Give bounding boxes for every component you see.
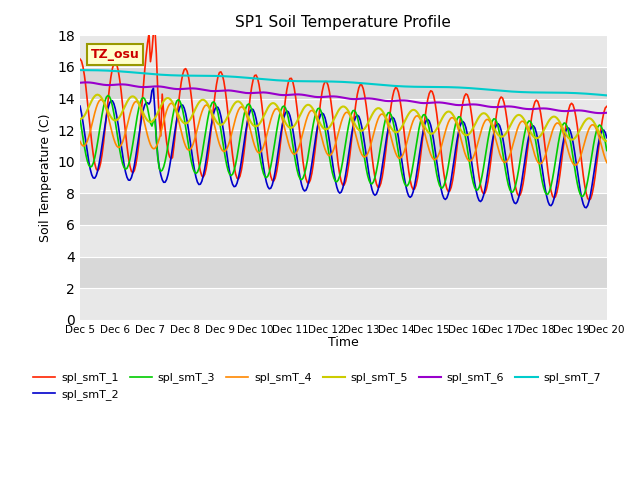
spl_smT_7 (603, 93, 611, 98)
spl_smT_4 (76, 139, 84, 144)
spl_smT_1 (141, 69, 148, 74)
Line: spl_smT_7: spl_smT_7 (80, 70, 607, 96)
spl_smT_5 (308, 104, 316, 110)
Bar (80, 288, 607, 320)
spl_smT_2 (575, 179, 582, 184)
spl_smT_4 (577, 154, 584, 160)
spl_smT_6 (261, 90, 269, 96)
spl_smT_2 (603, 135, 611, 141)
spl_smT_7 (251, 75, 259, 81)
spl_smT_6 (603, 110, 611, 116)
spl_smT_1 (235, 176, 243, 182)
spl_smT_4 (261, 139, 269, 145)
spl_smT_1 (603, 104, 611, 109)
spl_smT_1 (575, 136, 582, 142)
spl_smT_4 (252, 147, 260, 153)
spl_smT_7 (233, 74, 241, 80)
Bar (80, 130, 607, 162)
spl_smT_2 (261, 172, 269, 178)
spl_smT_2 (76, 103, 84, 109)
spl_smT_4 (308, 108, 316, 113)
Text: TZ_osu: TZ_osu (91, 48, 140, 61)
spl_smT_5 (94, 92, 102, 97)
spl_smT_4 (603, 160, 611, 166)
spl_smT_6 (252, 90, 260, 96)
spl_smT_1 (586, 197, 593, 203)
spl_smT_6 (597, 110, 605, 116)
spl_smT_5 (76, 116, 84, 122)
spl_smT_1 (151, 25, 159, 31)
spl_smT_6 (82, 80, 90, 85)
spl_smT_1 (261, 130, 269, 136)
spl_smT_2 (582, 205, 590, 211)
spl_smT_7 (76, 67, 84, 73)
spl_smT_7 (260, 76, 268, 82)
spl_smT_3 (603, 148, 611, 154)
Bar (80, 225, 607, 256)
spl_smT_3 (76, 116, 84, 122)
Bar (80, 98, 607, 130)
Legend: spl_smT_1, spl_smT_2, spl_smT_3, spl_smT_4, spl_smT_5, spl_smT_6, spl_smT_7: spl_smT_1, spl_smT_2, spl_smT_3, spl_smT… (29, 368, 605, 404)
Line: spl_smT_6: spl_smT_6 (80, 83, 607, 113)
Line: spl_smT_1: spl_smT_1 (80, 28, 607, 200)
Line: spl_smT_3: spl_smT_3 (80, 96, 607, 196)
X-axis label: Time: Time (328, 336, 359, 349)
spl_smT_4 (572, 162, 580, 168)
spl_smT_2 (308, 161, 316, 167)
spl_smT_3 (142, 99, 150, 105)
spl_smT_5 (603, 138, 611, 144)
Y-axis label: Soil Temperature (C): Soil Temperature (C) (39, 113, 52, 242)
spl_smT_3 (308, 130, 316, 135)
spl_smT_4 (142, 127, 150, 132)
spl_smT_3 (235, 145, 243, 151)
spl_smT_2 (141, 102, 148, 108)
spl_smT_5 (235, 98, 243, 104)
spl_smT_7 (141, 71, 148, 76)
spl_smT_7 (307, 78, 314, 84)
spl_smT_5 (142, 116, 150, 121)
Bar (80, 162, 607, 193)
spl_smT_6 (308, 94, 316, 99)
spl_smT_1 (76, 56, 84, 62)
spl_smT_7 (573, 90, 581, 96)
spl_smT_5 (252, 123, 260, 129)
spl_smT_1 (252, 72, 260, 78)
spl_smT_4 (97, 97, 104, 103)
Bar (80, 36, 607, 67)
spl_smT_2 (235, 175, 243, 180)
Line: spl_smT_5: spl_smT_5 (80, 95, 607, 141)
spl_smT_6 (76, 80, 84, 85)
spl_smT_2 (252, 116, 260, 121)
spl_smT_6 (142, 84, 150, 90)
spl_smT_1 (308, 170, 316, 176)
spl_smT_5 (261, 111, 269, 117)
Line: spl_smT_2: spl_smT_2 (80, 88, 607, 208)
spl_smT_6 (575, 108, 582, 113)
spl_smT_3 (575, 187, 582, 193)
Bar (80, 256, 607, 288)
spl_smT_3 (578, 193, 586, 199)
spl_smT_2 (150, 85, 157, 91)
spl_smT_3 (252, 130, 260, 135)
Line: spl_smT_4: spl_smT_4 (80, 100, 607, 165)
spl_smT_3 (104, 93, 112, 98)
spl_smT_3 (261, 174, 269, 180)
Title: SP1 Soil Temperature Profile: SP1 Soil Temperature Profile (236, 15, 451, 30)
Bar (80, 67, 607, 98)
spl_smT_5 (575, 129, 582, 135)
Bar (80, 193, 607, 225)
spl_smT_6 (235, 89, 243, 95)
spl_smT_4 (235, 107, 243, 113)
